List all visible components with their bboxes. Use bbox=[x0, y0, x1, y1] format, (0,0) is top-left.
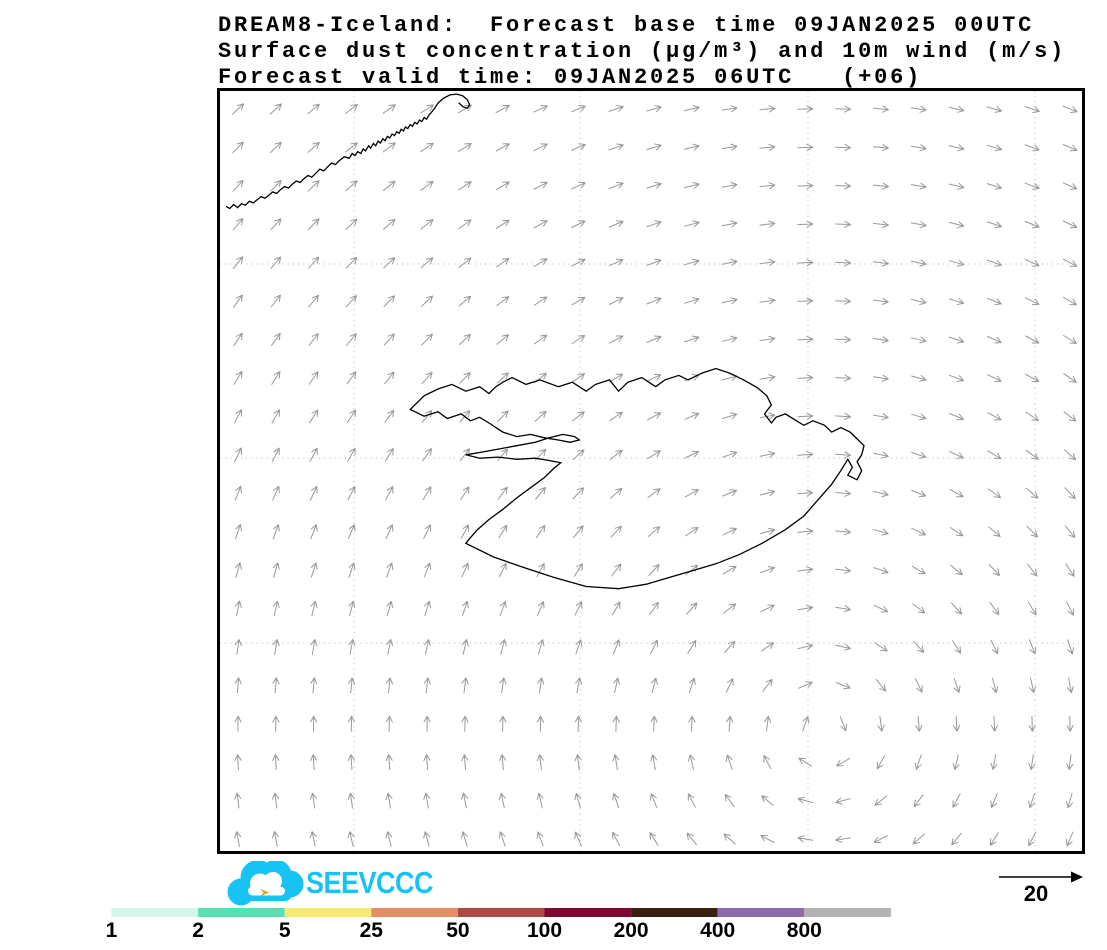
svg-text:5: 5 bbox=[279, 919, 291, 942]
svg-text:2: 2 bbox=[192, 919, 204, 942]
svg-text:25: 25 bbox=[360, 919, 384, 942]
svg-text:100: 100 bbox=[527, 919, 562, 942]
svg-text:400: 400 bbox=[700, 919, 735, 942]
svg-text:800: 800 bbox=[787, 919, 822, 942]
svg-text:50: 50 bbox=[446, 919, 469, 942]
svg-text:20: 20 bbox=[1024, 881, 1048, 906]
svg-text:SEEVCCC: SEEVCCC bbox=[306, 867, 433, 901]
svg-text:200: 200 bbox=[614, 919, 649, 942]
svg-text:1: 1 bbox=[106, 919, 118, 942]
